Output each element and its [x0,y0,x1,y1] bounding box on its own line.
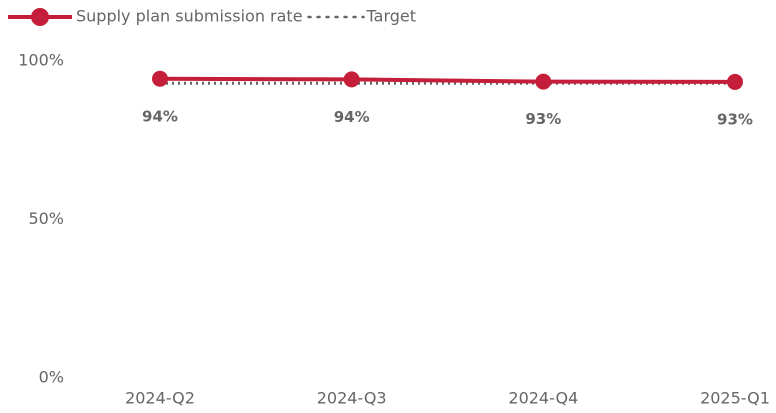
y-tick-label: 100% [18,51,64,70]
point [343,71,360,88]
y-tick-label: 0% [39,368,64,387]
data-label: 94% [334,108,370,126]
legend-marker [31,8,49,26]
data-label: 93% [525,110,561,128]
series-line [159,76,736,84]
x-tick-label: 2024-Q3 [317,389,387,408]
y-tick-label: 50% [28,209,64,228]
x-tick-label: 2025-Q1 [700,389,770,408]
data-label: 94% [142,107,178,125]
point [535,73,552,90]
legend-label: Target [366,7,417,26]
x-tick-label: 2024-Q4 [508,389,578,408]
data-label: 93% [717,110,753,128]
x-tick-label: 2024-Q2 [125,389,195,408]
point [727,73,743,90]
point [152,70,168,87]
legend-label: Supply plan submission rate [76,7,303,26]
